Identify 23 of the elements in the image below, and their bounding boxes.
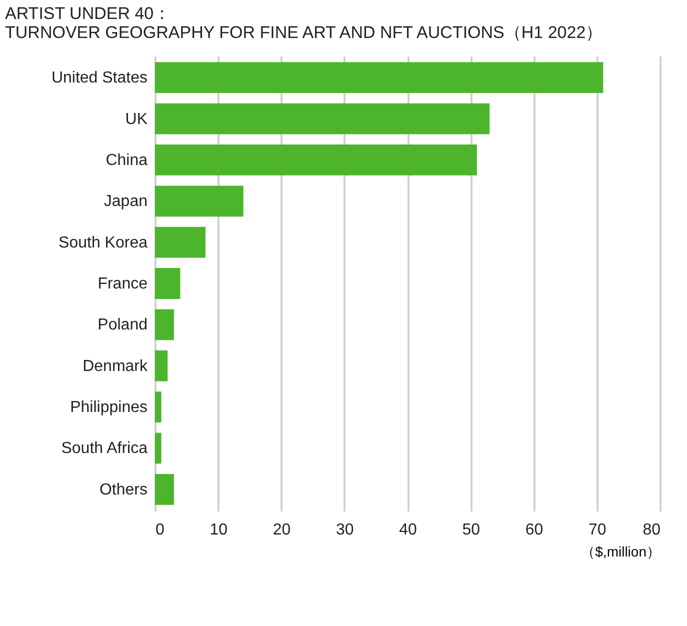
y-tick-label: United States — [51, 70, 148, 87]
chart-title: ARTIST UNDER 40： — [5, 4, 171, 23]
chart-subtitle: TURNOVER GEOGRAPHY FOR FINE ART AND NFT AUCTIONS（H1 2022） — [5, 23, 603, 42]
y-tick-label: France — [98, 276, 148, 292]
x-tick-label: 30 — [336, 522, 354, 538]
x-tick-label: 40 — [399, 522, 417, 538]
x-tick-label: 10 — [210, 522, 228, 538]
y-tick-label: Poland — [98, 316, 148, 334]
y-tick-label: Philippines — [70, 399, 148, 416]
x-axis-title: （$,million） — [581, 544, 660, 560]
y-tick-label: South Africa — [61, 440, 148, 458]
y-tick-label: Denmark — [82, 358, 148, 375]
x-tick-label: 80 — [642, 522, 661, 538]
y-tick-label: China — [106, 152, 148, 169]
y-tick-label: Japan — [104, 193, 148, 210]
x-tick-label: 70 — [588, 522, 606, 538]
x-tick-label: 60 — [525, 522, 544, 538]
y-tick-label: Others — [99, 481, 148, 498]
x-tick-label: 50 — [462, 522, 480, 538]
y-tick-label: South Korea — [58, 234, 148, 252]
x-tick-label: 0 — [156, 522, 164, 538]
x-tick-label: 20 — [272, 522, 291, 538]
y-tick-label: UK — [125, 110, 148, 128]
